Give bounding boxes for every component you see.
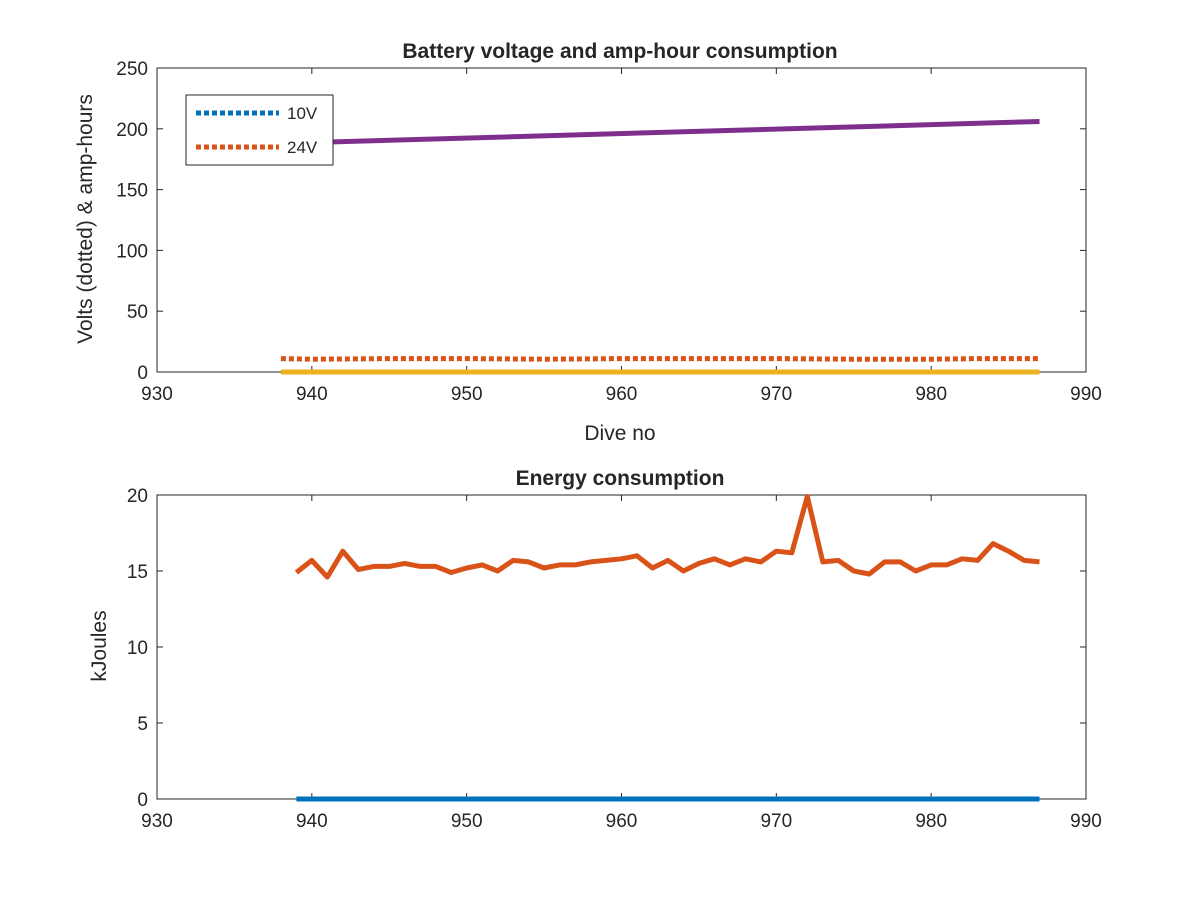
plot-title: Energy consumption <box>516 467 725 490</box>
y-tick-label: 150 <box>116 181 148 202</box>
voltage-amp-hour-plot: Battery voltage and amp-hour consumption… <box>74 40 1102 445</box>
x-tick-label: 970 <box>760 384 792 405</box>
x-tick-label: 930 <box>141 384 173 405</box>
y-tick-label: 50 <box>127 302 148 323</box>
legend-label: 10V <box>287 104 318 123</box>
axes-box <box>156 494 1087 800</box>
x-tick-label: 980 <box>915 811 947 832</box>
x-tick-label: 950 <box>451 811 483 832</box>
legend-label: 24V <box>287 138 318 157</box>
y-tick-label: 200 <box>116 120 148 141</box>
series-line-1 <box>280 356 1040 362</box>
series-line-3 <box>280 119 1040 146</box>
axes-box <box>156 67 1087 373</box>
y-tick-label: 0 <box>137 790 148 811</box>
y-tick-label: 0 <box>137 363 148 384</box>
y-axis-label: kJoules <box>88 610 111 681</box>
x-tick-label: 990 <box>1070 811 1102 832</box>
x-tick-label: 940 <box>296 384 328 405</box>
x-axis-label: Dive no <box>584 422 655 445</box>
y-axis-label: Volts (dotted) & amp-hours <box>74 94 97 344</box>
x-tick-label: 960 <box>606 384 638 405</box>
x-tick-label: 950 <box>451 384 483 405</box>
x-tick-label: 980 <box>915 384 947 405</box>
y-tick-label: 5 <box>137 714 148 735</box>
energy-consumption-plot: Energy consumption kJoules 930 940 950 960 9… <box>88 467 1102 832</box>
y-tick-label: 250 <box>116 59 148 80</box>
y-tick-label: 10 <box>127 638 148 659</box>
legend-box <box>185 94 334 166</box>
x-tick-label: 930 <box>141 811 173 832</box>
series-line-1 <box>294 494 1040 580</box>
x-tick-label: 940 <box>296 811 328 832</box>
x-tick-label: 990 <box>1070 384 1102 405</box>
y-tick-label: 20 <box>127 486 148 507</box>
plot-title: Battery voltage and amp-hour consumption <box>402 40 837 63</box>
y-tick-label: 15 <box>127 562 148 583</box>
x-tick-label: 960 <box>606 811 638 832</box>
y-tick-label: 100 <box>116 241 148 262</box>
x-tick-label: 970 <box>760 811 792 832</box>
